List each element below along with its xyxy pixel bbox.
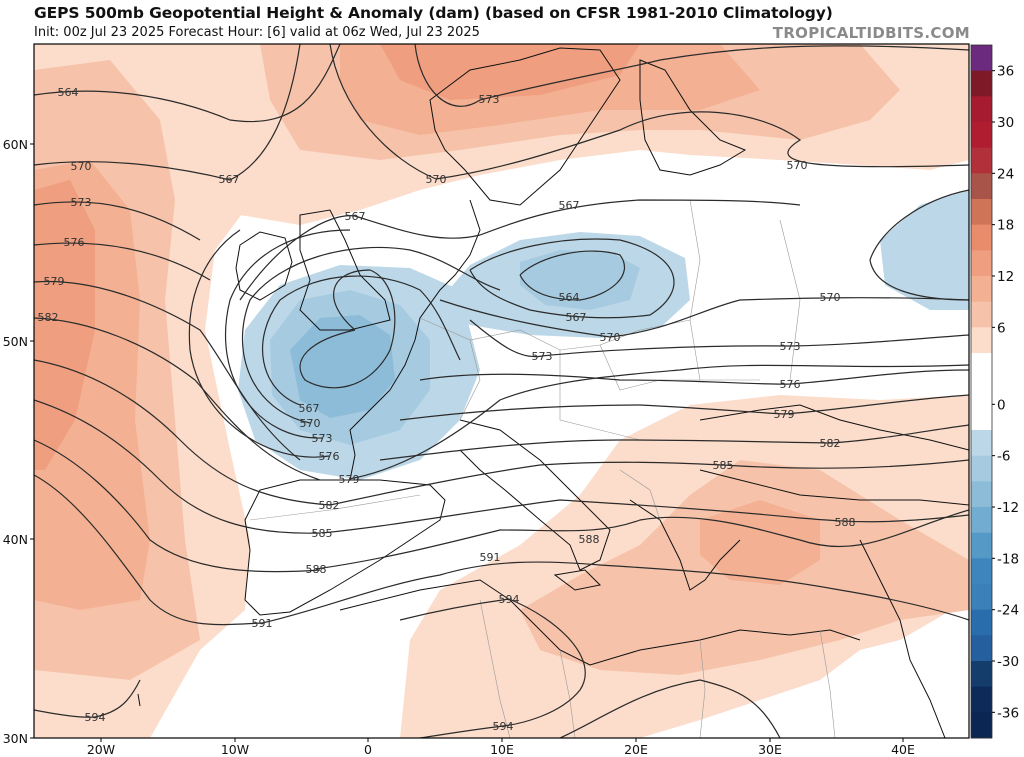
- longitude-tick-label: 30E: [758, 742, 782, 757]
- watermark: TROPICALTIDBITS.COM: [772, 24, 970, 42]
- colorbar-label: -18: [997, 551, 1019, 567]
- colorbar-swatch: [971, 199, 992, 226]
- contour-label: 579: [774, 408, 795, 421]
- latitude-tick-label: 60N: [3, 137, 28, 152]
- colorbar-swatch: [971, 558, 992, 585]
- contour-label: 594: [499, 593, 520, 606]
- contour-label: 570: [426, 173, 447, 186]
- colorbar-swatch: [971, 507, 992, 534]
- contour-label: 570: [600, 331, 621, 344]
- colorbar-label: 24: [997, 166, 1014, 182]
- contour-label: 567: [219, 173, 240, 186]
- colorbar-swatch: [971, 250, 992, 277]
- colorbar-swatch: [971, 635, 992, 662]
- contour-label: 588: [306, 563, 327, 576]
- contour-label: 582: [820, 437, 841, 450]
- contour-labels: 564 570 573 576 579 582 567 567 570 573 567 570 567 5…: [38, 86, 856, 733]
- contour-label: 579: [339, 473, 360, 486]
- colorbar-swatch: [971, 122, 992, 149]
- latitude-tick-label: 40N: [3, 532, 28, 547]
- contour-label: 585: [312, 527, 333, 540]
- colorbar-swatch: [971, 404, 992, 431]
- contour-label: 579: [44, 275, 65, 288]
- colorbar-label: -12: [997, 500, 1019, 516]
- colorbar-swatch: [971, 45, 992, 72]
- contour-label: 576: [64, 236, 85, 249]
- colorbar-swatch: [971, 353, 992, 380]
- contour-label: 591: [480, 551, 501, 564]
- colorbar-swatch: [971, 301, 992, 328]
- contour-label: 585: [713, 459, 734, 472]
- colorbar-label: 0: [997, 397, 1006, 413]
- contour-label: 564: [559, 291, 580, 304]
- colorbar-swatch: [971, 686, 992, 713]
- contour-label: 588: [835, 516, 856, 529]
- contour-label: 567: [559, 199, 580, 212]
- contour-label: 573: [312, 432, 333, 445]
- contour-label: 582: [319, 499, 340, 512]
- colorbar-swatch: [971, 532, 992, 559]
- anomaly-shading: [34, 44, 969, 738]
- contour-label: 570: [71, 160, 92, 173]
- contour-label: 594: [85, 711, 106, 724]
- contour-label: 594: [493, 720, 514, 733]
- colorbar-swatch: [971, 609, 992, 636]
- colorbar-swatch: [971, 173, 992, 200]
- chart-title: GEPS 500mb Geopotential Height & Anomaly…: [34, 4, 833, 22]
- colorbar-swatch: [971, 712, 992, 739]
- contour-label: 564: [58, 86, 79, 99]
- latitude-tick-label: 50N: [3, 334, 28, 349]
- longitude-tick-label: 0: [364, 742, 372, 757]
- contour-label: 576: [780, 378, 801, 391]
- colorbar-swatch: [971, 430, 992, 457]
- latitude-tick-label: 30N: [3, 731, 28, 746]
- contour-label: 570: [300, 417, 321, 430]
- colorbar-swatch: [971, 378, 992, 405]
- colorbar-swatch: [971, 584, 992, 611]
- colorbar-label: 30: [997, 115, 1014, 131]
- longitude-tick-label: 10W: [221, 742, 249, 757]
- height-contours: [34, 44, 969, 738]
- contour-label: 573: [532, 350, 553, 363]
- colorbar-swatch: [971, 224, 992, 251]
- longitude-tick-label: 20E: [624, 742, 648, 757]
- contour-label: 573: [71, 196, 92, 209]
- contour-label: 588: [579, 533, 600, 546]
- colorbar-label: -6: [997, 449, 1010, 465]
- colorbar-swatch: [971, 276, 992, 303]
- colorbar-label: 18: [997, 218, 1014, 234]
- contour-label: 567: [566, 311, 587, 324]
- axis-ticks: 20W 10W 0 10E 20E 30E 40E 60N 50N 40N 30N: [3, 137, 915, 757]
- colorbar: 36 30 24 18 12 6 0 -6 -12 -18 -24 -30 -36: [970, 44, 1019, 739]
- colorbar-label: 12: [997, 269, 1014, 285]
- contour-label: 582: [38, 311, 59, 324]
- colorbar-swatch: [971, 70, 992, 97]
- colorbar-label: -30: [997, 654, 1019, 670]
- contour-label: 576: [319, 450, 340, 463]
- colorbar-label: 6: [997, 320, 1006, 336]
- longitude-tick-label: 10E: [490, 742, 514, 757]
- contour-label: 573: [479, 93, 500, 106]
- colorbar-label: -36: [997, 705, 1019, 721]
- colorbar-swatch: [971, 661, 992, 688]
- contour-label: 591: [252, 617, 273, 630]
- colorbar-swatch: [971, 147, 992, 174]
- longitude-tick-label: 20W: [87, 742, 115, 757]
- contour-label: 567: [299, 402, 320, 415]
- longitude-tick-label: 40E: [891, 742, 915, 757]
- contour-label: 573: [780, 340, 801, 353]
- forecast-subtitle: Init: 00z Jul 23 2025 Forecast Hour: [6]…: [34, 25, 480, 40]
- colorbar-label: -24: [997, 603, 1019, 619]
- contour-label: 570: [820, 291, 841, 304]
- colorbar-swatch: [971, 455, 992, 482]
- colorbar-swatch: [971, 481, 992, 508]
- contour-label: 570: [787, 159, 808, 172]
- colorbar-swatch: [971, 327, 992, 354]
- contour-label: 567: [345, 210, 366, 223]
- colorbar-swatch: [971, 96, 992, 123]
- colorbar-label: 36: [997, 64, 1014, 80]
